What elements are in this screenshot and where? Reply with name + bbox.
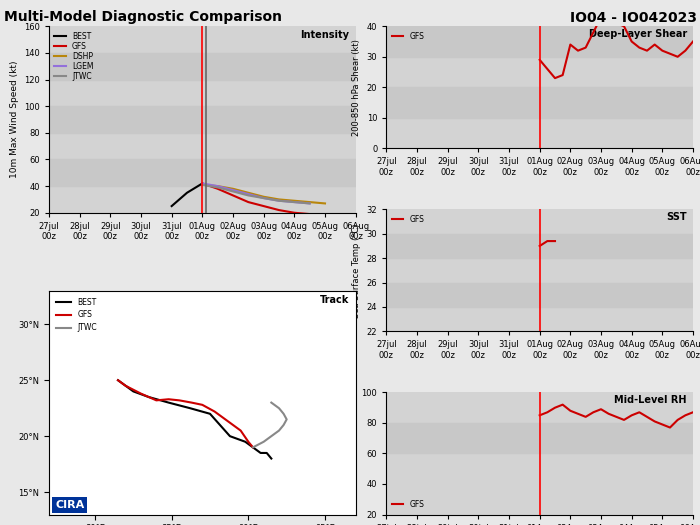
Text: SST: SST bbox=[666, 212, 687, 222]
Text: Intensity: Intensity bbox=[300, 30, 349, 40]
Legend: BEST, GFS, DSHP, LGEM, JTWC: BEST, GFS, DSHP, LGEM, JTWC bbox=[52, 30, 95, 83]
Bar bbox=[49, 53, 356, 79]
Y-axis label: Sea Surface Temp (°C): Sea Surface Temp (°C) bbox=[352, 223, 361, 318]
Y-axis label: 200-850 hPa Shear (kt): 200-850 hPa Shear (kt) bbox=[352, 39, 361, 136]
Bar bbox=[386, 234, 693, 258]
Y-axis label: 700-500 hPa Humidity (%): 700-500 hPa Humidity (%) bbox=[347, 398, 356, 509]
Legend: BEST, GFS, JTWC: BEST, GFS, JTWC bbox=[52, 295, 100, 335]
Legend: GFS: GFS bbox=[390, 499, 426, 511]
Bar bbox=[386, 26, 693, 57]
Text: Track: Track bbox=[320, 295, 349, 305]
Bar bbox=[49, 106, 356, 133]
Text: Deep-Layer Shear: Deep-Layer Shear bbox=[589, 29, 687, 39]
Text: Mid-Level RH: Mid-Level RH bbox=[615, 395, 687, 405]
Legend: GFS: GFS bbox=[390, 213, 426, 225]
Text: CIRA: CIRA bbox=[55, 500, 85, 510]
Bar bbox=[386, 423, 693, 454]
Bar bbox=[386, 87, 693, 118]
Text: Multi-Model Diagnostic Comparison: Multi-Model Diagnostic Comparison bbox=[4, 10, 281, 25]
Y-axis label: 10m Max Wind Speed (kt): 10m Max Wind Speed (kt) bbox=[10, 61, 18, 179]
Bar bbox=[49, 160, 356, 186]
Bar bbox=[386, 282, 693, 307]
Legend: GFS: GFS bbox=[390, 30, 426, 42]
Text: IO04 - IO042023: IO04 - IO042023 bbox=[570, 10, 696, 25]
